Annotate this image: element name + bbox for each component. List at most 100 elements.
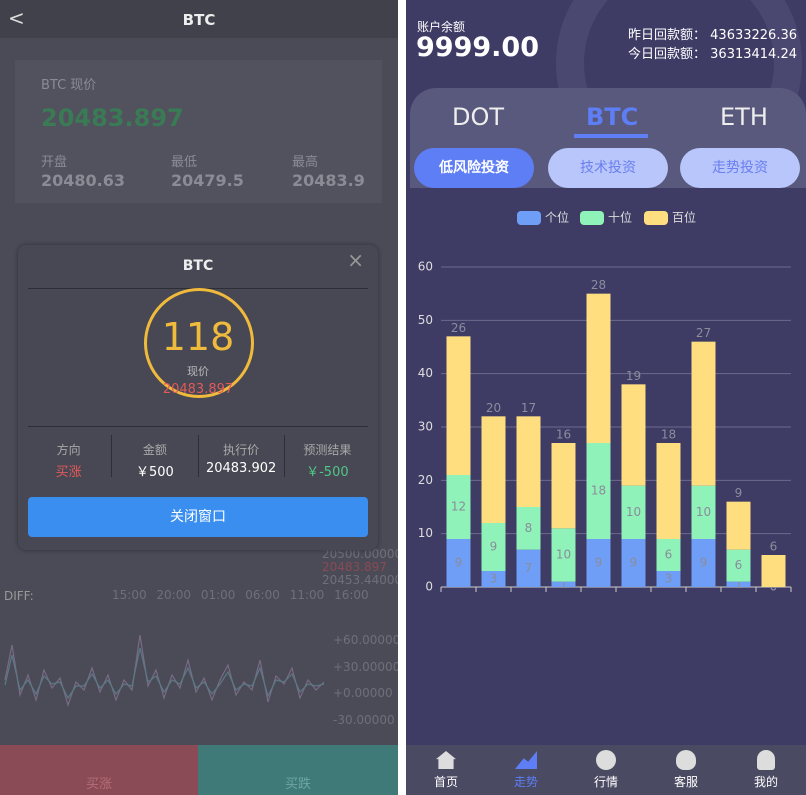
bar-segment <box>691 341 716 486</box>
bar-segment <box>481 523 506 571</box>
bar-segment <box>621 539 646 587</box>
bar-segment <box>551 581 576 587</box>
data-label: 27 <box>696 326 711 340</box>
bar-segment <box>656 571 681 587</box>
high-label: 最高 <box>292 155 319 170</box>
right-screen: 账户余额 9999.00 昨日回款额： 43633226.36 今日回款额： 3… <box>406 0 806 795</box>
close-button[interactable]: 关闭窗口 <box>28 497 368 537</box>
legend-label: 个位 <box>545 210 569 225</box>
data-label: 6 <box>665 548 673 562</box>
column: 预测结果 ￥-500 <box>285 435 370 480</box>
count-label: 现价 <box>187 365 209 378</box>
data-label: 9 <box>630 556 638 570</box>
bar-segment <box>481 416 506 523</box>
popup-close-icon[interactable]: × <box>347 248 364 272</box>
count: 118 <box>161 315 235 359</box>
buy-up-button[interactable]: 买涨 <box>0 745 198 795</box>
popup-title: BTC <box>182 258 214 274</box>
y-tick-label: 60 <box>418 260 433 274</box>
high-value: 20483.9 <box>292 171 365 190</box>
result-popup: BTC × 118 现价 20483.897 方向 买涨 金额 ￥500 执行价 20… <box>18 245 378 550</box>
open-value: 20480.63 <box>41 171 126 190</box>
data-label: 3 <box>490 572 498 586</box>
strategy-button-active[interactable]: 低风险投资 <box>414 148 534 188</box>
bar-segment <box>516 549 541 587</box>
data-label: 17 <box>521 401 536 415</box>
bar-segment <box>691 485 716 539</box>
back-button[interactable]: < <box>8 6 25 30</box>
column-value: ￥500 <box>135 465 174 480</box>
nav-item-active[interactable]: 走势 <box>486 745 566 795</box>
returns: 昨日回款额： 43633226.36 今日回款额： 36313414.24 <box>628 26 797 64</box>
open-label: 开盘 <box>41 155 68 170</box>
macd-tick: +0.00000 <box>333 686 393 700</box>
y-tick-label: 30 <box>418 420 433 434</box>
data-label: 16 <box>556 428 571 442</box>
data-label: 1 <box>560 577 568 591</box>
data-label: 9 <box>735 486 743 500</box>
bar-segment <box>621 485 646 539</box>
axis-label: 20483.897 <box>322 560 387 574</box>
strategy-button[interactable]: 技术投资 <box>548 148 668 188</box>
times: 15:00 20:00 01:00 06:00 11:00 16:00 <box>112 588 369 602</box>
price: 20483.897 <box>41 104 184 132</box>
bar-segment <box>726 501 751 550</box>
bar-segment <box>516 416 541 507</box>
y-tick-label: 40 <box>418 366 433 380</box>
value: 43633226.36 <box>710 28 797 43</box>
nav-item[interactable]: 行情 <box>566 745 646 795</box>
balance-label: 账户余额 <box>417 20 466 34</box>
data-label: 10 <box>696 505 711 519</box>
time: 11:00 <box>289 588 325 602</box>
data-label: 18 <box>661 428 676 442</box>
bar-segment <box>586 443 611 539</box>
bar-segment <box>656 443 681 539</box>
divider <box>28 426 368 427</box>
header: < BTC <box>0 0 398 38</box>
nav-label: 我的 <box>753 775 778 789</box>
data-label: 6 <box>770 540 778 554</box>
data-label: 9 <box>595 556 603 570</box>
price-card: BTC 现价 20483.897 开盘 20480.63 最低 20479.5 … <box>15 60 382 203</box>
bar-segment <box>656 539 681 571</box>
column-label: 预测结果 <box>303 443 352 457</box>
popup-columns: 方向 买涨 金额 ￥500 执行价 20483.902 预测结果 ￥-500 <box>26 435 370 480</box>
column-label: 方向 <box>56 443 81 457</box>
data-label: 3 <box>665 572 673 586</box>
bar-segment <box>621 384 646 486</box>
tab-active[interactable]: BTC <box>586 103 639 131</box>
data-label: 9 <box>700 556 708 570</box>
bar-segment <box>551 443 576 529</box>
strategy-button[interactable]: 走势投资 <box>680 148 800 188</box>
diff-label: DIFF: <box>4 589 34 603</box>
bar-segment <box>761 555 786 587</box>
macd-tick: +30.00000 <box>333 659 398 674</box>
data-label: 18 <box>591 484 606 498</box>
data-label: 6 <box>735 558 743 572</box>
label: 今日回款额： <box>628 47 707 62</box>
tab[interactable]: DOT <box>452 103 505 131</box>
nav-item[interactable]: 我的 <box>726 745 806 795</box>
tab-area: DOT BTC ETH 低风险投资 技术投资 走势投资 <box>410 88 806 188</box>
bottom-nav: 首页 走势 行情 客服 我的 <box>406 745 806 795</box>
macd-lines <box>4 634 325 707</box>
bar-segment <box>481 571 506 587</box>
data-label: 1 <box>735 577 743 591</box>
nav-label: 行情 <box>593 775 618 789</box>
bar-segment <box>726 581 751 587</box>
tab[interactable]: ETH <box>720 103 768 131</box>
column-label: 执行价 <box>223 443 260 457</box>
time: 20:00 <box>156 588 192 602</box>
data-label: 9 <box>490 540 498 554</box>
low-value: 20479.5 <box>171 171 244 190</box>
data-label: 28 <box>591 278 606 292</box>
nav-item[interactable]: 首页 <box>406 745 486 795</box>
nav-item[interactable]: 客服 <box>646 745 726 795</box>
bar-segment <box>691 539 716 587</box>
nav-label: 走势 <box>513 775 538 789</box>
y-tick-label: 50 <box>418 313 433 327</box>
bar-segment <box>586 293 611 443</box>
buy-up-label: 买涨 <box>85 777 112 792</box>
buy-down-button[interactable]: 买跌 <box>198 745 398 795</box>
